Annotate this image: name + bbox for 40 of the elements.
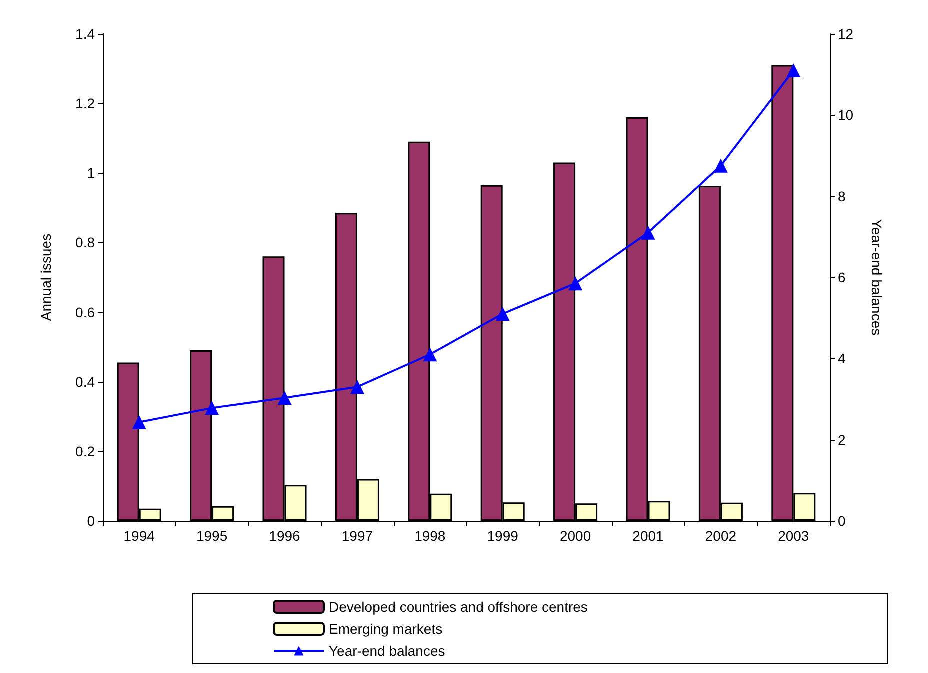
point [423, 348, 438, 362]
x-tick-label: 1994 [124, 528, 156, 544]
x-tick-label: 2003 [778, 528, 810, 544]
y2-tick-label: 8 [838, 188, 846, 204]
x-tick-label: 2002 [705, 528, 737, 544]
x-tick-label: 2000 [560, 528, 592, 544]
y-tick-label: 0.2 [76, 443, 96, 460]
point [205, 401, 220, 416]
point [641, 226, 656, 240]
point [496, 307, 510, 322]
point [132, 415, 146, 430]
y2-tick-label: 4 [838, 350, 846, 367]
y2-tick-label: 2 [838, 432, 846, 448]
y-tick-label: 1 [87, 165, 96, 182]
x-tick-label: 1997 [342, 528, 374, 544]
point [350, 380, 364, 394]
x-tick-label: 1996 [269, 528, 301, 544]
x-tick-label: 1998 [414, 528, 446, 544]
x-tick-label: 1999 [487, 528, 519, 544]
y-axis-title: Annual issues [38, 234, 54, 322]
point [714, 158, 728, 173]
y2-tick-label: 6 [838, 270, 846, 286]
y-tick-label: 0 [87, 513, 96, 529]
legend-label: Year-end balances [329, 643, 446, 659]
y-tick-label: 0.8 [76, 234, 96, 251]
point [568, 276, 583, 291]
y-tick-label: 1.4 [76, 26, 96, 42]
y2-tick-label: 0 [838, 513, 846, 529]
x-tick-label: 1995 [196, 528, 228, 544]
y2-tick-label: 10 [838, 107, 854, 124]
point [786, 64, 801, 78]
y-tick-label: 0.6 [76, 304, 96, 320]
point [278, 391, 292, 406]
x-tick-label: 2001 [632, 528, 664, 544]
y-tick-label: 0.4 [76, 374, 96, 390]
legend-label: Developed countries and offshore centres [329, 599, 588, 615]
y2-tick-label: 12 [838, 26, 854, 42]
y-tick-label: 1.2 [76, 96, 96, 112]
y2-axis-title: Year-end balances [869, 219, 885, 336]
legend-label: Emerging markets [329, 621, 443, 637]
